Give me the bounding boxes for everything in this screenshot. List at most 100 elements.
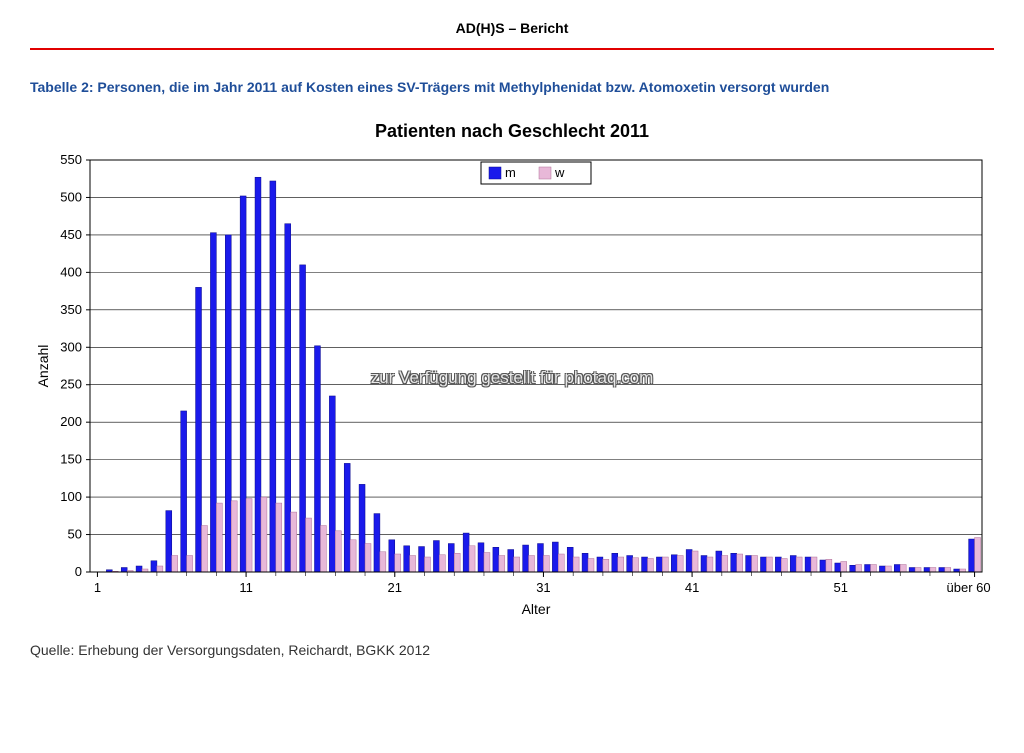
bar-w <box>781 558 787 571</box>
bar-m <box>508 549 514 571</box>
bar-m <box>760 557 766 572</box>
bar-w <box>945 567 951 571</box>
bar-m <box>523 545 529 572</box>
svg-text:500: 500 <box>60 189 82 204</box>
bar-m <box>300 265 306 572</box>
bar-m <box>656 557 662 572</box>
bar-m <box>166 510 172 571</box>
bar-m <box>225 235 231 572</box>
bar-m <box>196 287 202 572</box>
bar-m <box>746 555 752 571</box>
bar-m <box>909 567 915 571</box>
svg-text:200: 200 <box>60 414 82 429</box>
bar-w <box>692 551 698 572</box>
bar-w <box>930 567 936 571</box>
bar-m <box>255 177 261 572</box>
bar-m <box>478 543 484 572</box>
bar-m <box>151 561 157 572</box>
bar-w <box>752 555 758 571</box>
svg-text:0: 0 <box>75 564 82 579</box>
bar-m <box>389 540 395 572</box>
patients-by-sex-chart: 0501001502002503003504004505005501112131… <box>30 150 994 620</box>
svg-text:300: 300 <box>60 339 82 354</box>
bar-w <box>484 552 490 571</box>
bar-w <box>871 564 877 571</box>
bar-w <box>306 518 312 572</box>
bar-m <box>865 564 871 571</box>
bar-w <box>157 566 163 572</box>
bar-m <box>731 553 737 572</box>
bar-w <box>276 503 282 572</box>
red-divider <box>30 48 994 50</box>
bar-m <box>671 555 677 572</box>
bar-w <box>811 557 817 572</box>
bar-m <box>448 543 454 571</box>
bar-m <box>775 557 781 572</box>
legend-label-m: m <box>505 165 516 180</box>
svg-text:11: 11 <box>239 580 253 595</box>
svg-text:1: 1 <box>94 580 101 595</box>
bar-m <box>210 233 216 572</box>
bar-m <box>433 540 439 571</box>
chart-container: 0501001502002503003504004505005501112131… <box>30 150 994 620</box>
bar-w <box>648 558 654 571</box>
bar-m <box>121 567 127 571</box>
bar-m <box>879 566 885 572</box>
bar-m <box>701 555 707 571</box>
bar-m <box>463 533 469 572</box>
bar-m <box>314 346 320 572</box>
bar-w <box>915 567 921 571</box>
svg-text:100: 100 <box>60 489 82 504</box>
bar-m <box>552 542 558 572</box>
svg-text:350: 350 <box>60 302 82 317</box>
bar-m <box>686 549 692 571</box>
bar-w <box>856 564 862 571</box>
bar-w <box>885 566 891 572</box>
bar-w <box>187 555 193 571</box>
bar-w <box>439 555 445 572</box>
svg-text:50: 50 <box>68 526 82 541</box>
bar-w <box>425 557 431 572</box>
bar-m <box>419 546 425 571</box>
bar-m <box>894 564 900 571</box>
bar-w <box>231 501 237 572</box>
bar-w <box>796 557 802 572</box>
bar-m <box>181 411 187 572</box>
bar-m <box>329 396 335 572</box>
bar-w <box>662 557 668 572</box>
bar-m <box>344 463 350 572</box>
svg-text:41: 41 <box>685 580 699 595</box>
bar-w <box>543 555 549 571</box>
svg-text:51: 51 <box>834 580 848 595</box>
bar-m <box>969 539 975 572</box>
bar-m <box>790 555 796 571</box>
bar-w <box>335 531 341 572</box>
table-caption: Tabelle 2: Personen, die im Jahr 2011 au… <box>30 78 990 97</box>
svg-text:über 60: über 60 <box>947 580 991 595</box>
bar-m <box>285 224 291 572</box>
bar-m <box>270 181 276 572</box>
source-text: Quelle: Erhebung der Versorgungsdaten, R… <box>30 642 994 658</box>
bar-w <box>320 525 326 571</box>
bar-m <box>359 484 365 572</box>
bar-w <box>246 498 252 571</box>
legend-swatch-w <box>539 167 551 179</box>
bar-m <box>374 513 380 571</box>
bar-w <box>975 537 981 571</box>
bar-m <box>612 553 618 572</box>
bar-w <box>469 546 475 572</box>
bar-w <box>261 497 267 572</box>
bar-w <box>202 525 208 571</box>
svg-text:31: 31 <box>536 580 550 595</box>
bar-m <box>597 557 603 572</box>
doc-title: AD(H)S – Bericht <box>30 20 994 36</box>
svg-text:550: 550 <box>60 152 82 167</box>
bar-w <box>677 555 683 571</box>
bar-w <box>737 554 743 572</box>
bar-w <box>172 555 178 571</box>
bar-m <box>924 567 930 571</box>
svg-text:450: 450 <box>60 227 82 242</box>
bar-m <box>136 566 142 572</box>
bar-w <box>826 559 832 572</box>
bar-w <box>291 512 297 572</box>
